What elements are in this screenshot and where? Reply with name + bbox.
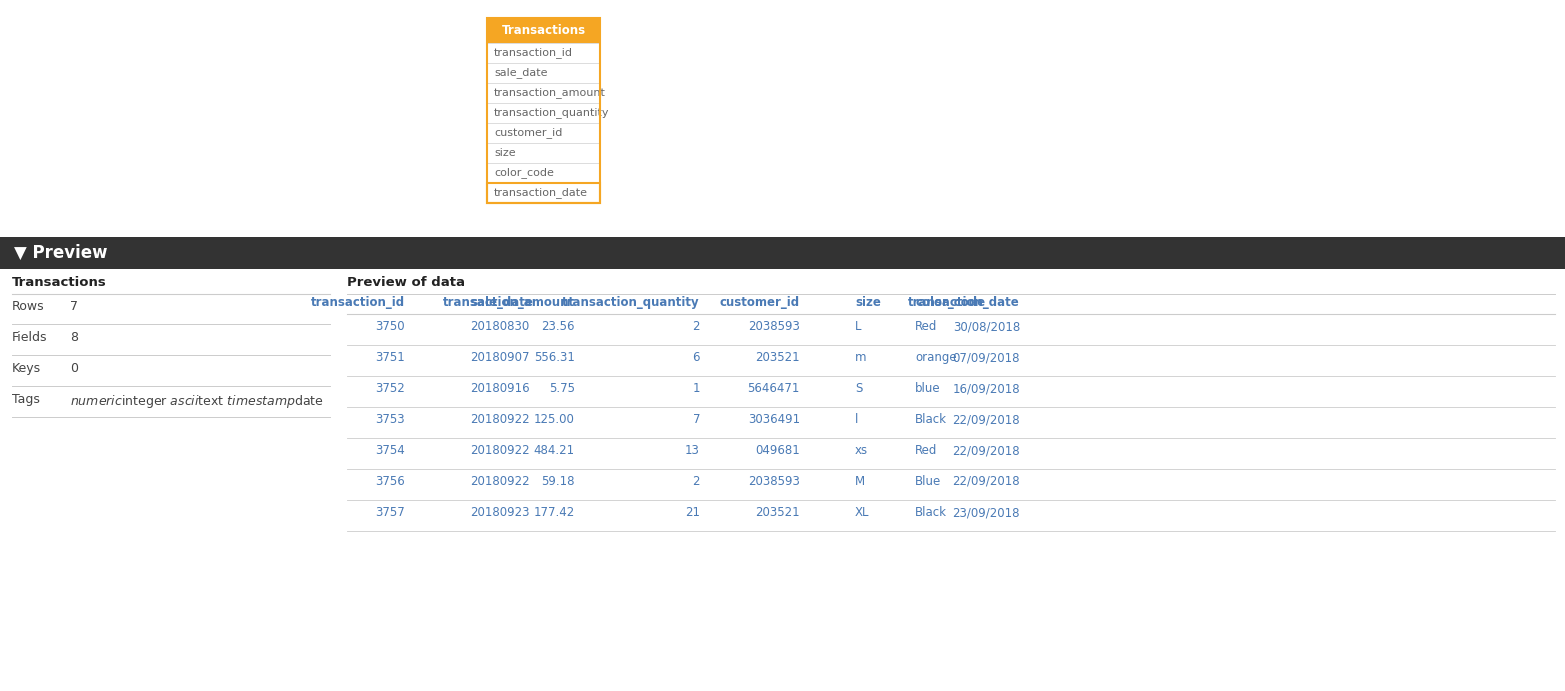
Text: 20180922: 20180922 bbox=[470, 444, 529, 457]
Text: m: m bbox=[854, 351, 867, 364]
Text: 6: 6 bbox=[692, 351, 700, 364]
Text: Tags: Tags bbox=[13, 393, 39, 406]
Text: L: L bbox=[854, 320, 861, 333]
Text: 20180907: 20180907 bbox=[470, 351, 529, 364]
Text: Transactions: Transactions bbox=[13, 276, 106, 289]
Text: 30/08/2018: 30/08/2018 bbox=[953, 320, 1020, 333]
Text: 3036491: 3036491 bbox=[748, 413, 800, 426]
Text: 7: 7 bbox=[70, 300, 78, 313]
Text: ▼ Preview: ▼ Preview bbox=[14, 244, 108, 262]
Text: Red: Red bbox=[916, 444, 937, 457]
Text: 1: 1 bbox=[692, 382, 700, 395]
Text: 2: 2 bbox=[692, 475, 700, 488]
Text: Transactions: Transactions bbox=[501, 24, 585, 37]
Text: 20180916: 20180916 bbox=[470, 382, 529, 395]
Text: 23.56: 23.56 bbox=[541, 320, 574, 333]
Text: 0: 0 bbox=[70, 362, 78, 375]
Text: transaction_amount: transaction_amount bbox=[443, 296, 574, 309]
Text: customer_id: customer_id bbox=[720, 296, 800, 309]
Text: xs: xs bbox=[854, 444, 869, 457]
FancyBboxPatch shape bbox=[487, 103, 599, 123]
Text: transaction_id: transaction_id bbox=[495, 48, 573, 59]
Text: transaction_quantity: transaction_quantity bbox=[562, 296, 700, 309]
Text: 3754: 3754 bbox=[376, 444, 405, 457]
Text: 125.00: 125.00 bbox=[534, 413, 574, 426]
Text: l: l bbox=[854, 413, 858, 426]
Text: 13: 13 bbox=[685, 444, 700, 457]
FancyBboxPatch shape bbox=[487, 18, 599, 43]
Text: 16/09/2018: 16/09/2018 bbox=[953, 382, 1020, 395]
FancyBboxPatch shape bbox=[487, 183, 599, 203]
Text: orange: orange bbox=[916, 351, 956, 364]
Text: size: size bbox=[854, 296, 881, 309]
Text: customer_id: customer_id bbox=[495, 128, 562, 138]
Text: size: size bbox=[495, 148, 515, 158]
Text: 20180830: 20180830 bbox=[470, 320, 529, 333]
Text: M: M bbox=[854, 475, 865, 488]
Text: 07/09/2018: 07/09/2018 bbox=[953, 351, 1020, 364]
Text: Black: Black bbox=[916, 506, 947, 519]
Text: $numeric $integer $ascii $text $timestamp $date: $numeric $integer $ascii $text $timestam… bbox=[70, 393, 324, 410]
FancyBboxPatch shape bbox=[487, 83, 599, 103]
Text: 3750: 3750 bbox=[376, 320, 405, 333]
FancyBboxPatch shape bbox=[487, 163, 599, 183]
Text: 556.31: 556.31 bbox=[534, 351, 574, 364]
Text: 3757: 3757 bbox=[376, 506, 405, 519]
Text: 484.21: 484.21 bbox=[534, 444, 574, 457]
Text: transaction_quantity: transaction_quantity bbox=[495, 108, 609, 118]
Text: 3756: 3756 bbox=[376, 475, 405, 488]
FancyBboxPatch shape bbox=[487, 143, 599, 163]
Text: 20180923: 20180923 bbox=[470, 506, 529, 519]
Text: 2038593: 2038593 bbox=[748, 475, 800, 488]
Text: S: S bbox=[854, 382, 862, 395]
Text: 7: 7 bbox=[692, 413, 700, 426]
Text: Keys: Keys bbox=[13, 362, 41, 375]
Text: 3752: 3752 bbox=[376, 382, 405, 395]
Text: 5646471: 5646471 bbox=[748, 382, 800, 395]
FancyBboxPatch shape bbox=[487, 43, 599, 63]
Text: 22/09/2018: 22/09/2018 bbox=[953, 475, 1020, 488]
Text: XL: XL bbox=[854, 506, 870, 519]
Text: color_code: color_code bbox=[495, 167, 554, 178]
Text: 177.42: 177.42 bbox=[534, 506, 574, 519]
Text: 59.18: 59.18 bbox=[541, 475, 574, 488]
Text: sale_date: sale_date bbox=[495, 68, 548, 79]
Text: sale_date: sale_date bbox=[470, 296, 532, 309]
Text: 20180922: 20180922 bbox=[470, 475, 529, 488]
FancyBboxPatch shape bbox=[487, 123, 599, 143]
Text: Red: Red bbox=[916, 320, 937, 333]
Text: Blue: Blue bbox=[916, 475, 941, 488]
Text: Rows: Rows bbox=[13, 300, 45, 313]
Text: 22/09/2018: 22/09/2018 bbox=[953, 444, 1020, 457]
Text: 21: 21 bbox=[685, 506, 700, 519]
Text: blue: blue bbox=[916, 382, 941, 395]
Text: Fields: Fields bbox=[13, 331, 47, 344]
Text: color_code: color_code bbox=[916, 296, 984, 309]
Text: 5.75: 5.75 bbox=[549, 382, 574, 395]
FancyBboxPatch shape bbox=[0, 237, 1565, 269]
Text: Preview of data: Preview of data bbox=[347, 276, 465, 289]
Text: 3753: 3753 bbox=[376, 413, 405, 426]
FancyBboxPatch shape bbox=[487, 63, 599, 83]
Text: 20180922: 20180922 bbox=[470, 413, 529, 426]
Text: 2: 2 bbox=[692, 320, 700, 333]
Text: 8: 8 bbox=[70, 331, 78, 344]
Text: transaction_id: transaction_id bbox=[311, 296, 405, 309]
Text: 22/09/2018: 22/09/2018 bbox=[953, 413, 1020, 426]
Text: 203521: 203521 bbox=[756, 351, 800, 364]
Text: 2038593: 2038593 bbox=[748, 320, 800, 333]
Text: 3751: 3751 bbox=[376, 351, 405, 364]
Text: transaction_amount: transaction_amount bbox=[495, 88, 606, 98]
Text: transaction_date: transaction_date bbox=[495, 187, 588, 198]
Text: Black: Black bbox=[916, 413, 947, 426]
Text: 049681: 049681 bbox=[756, 444, 800, 457]
Text: 203521: 203521 bbox=[756, 506, 800, 519]
Text: transaction_date: transaction_date bbox=[908, 296, 1020, 309]
Text: 23/09/2018: 23/09/2018 bbox=[953, 506, 1020, 519]
